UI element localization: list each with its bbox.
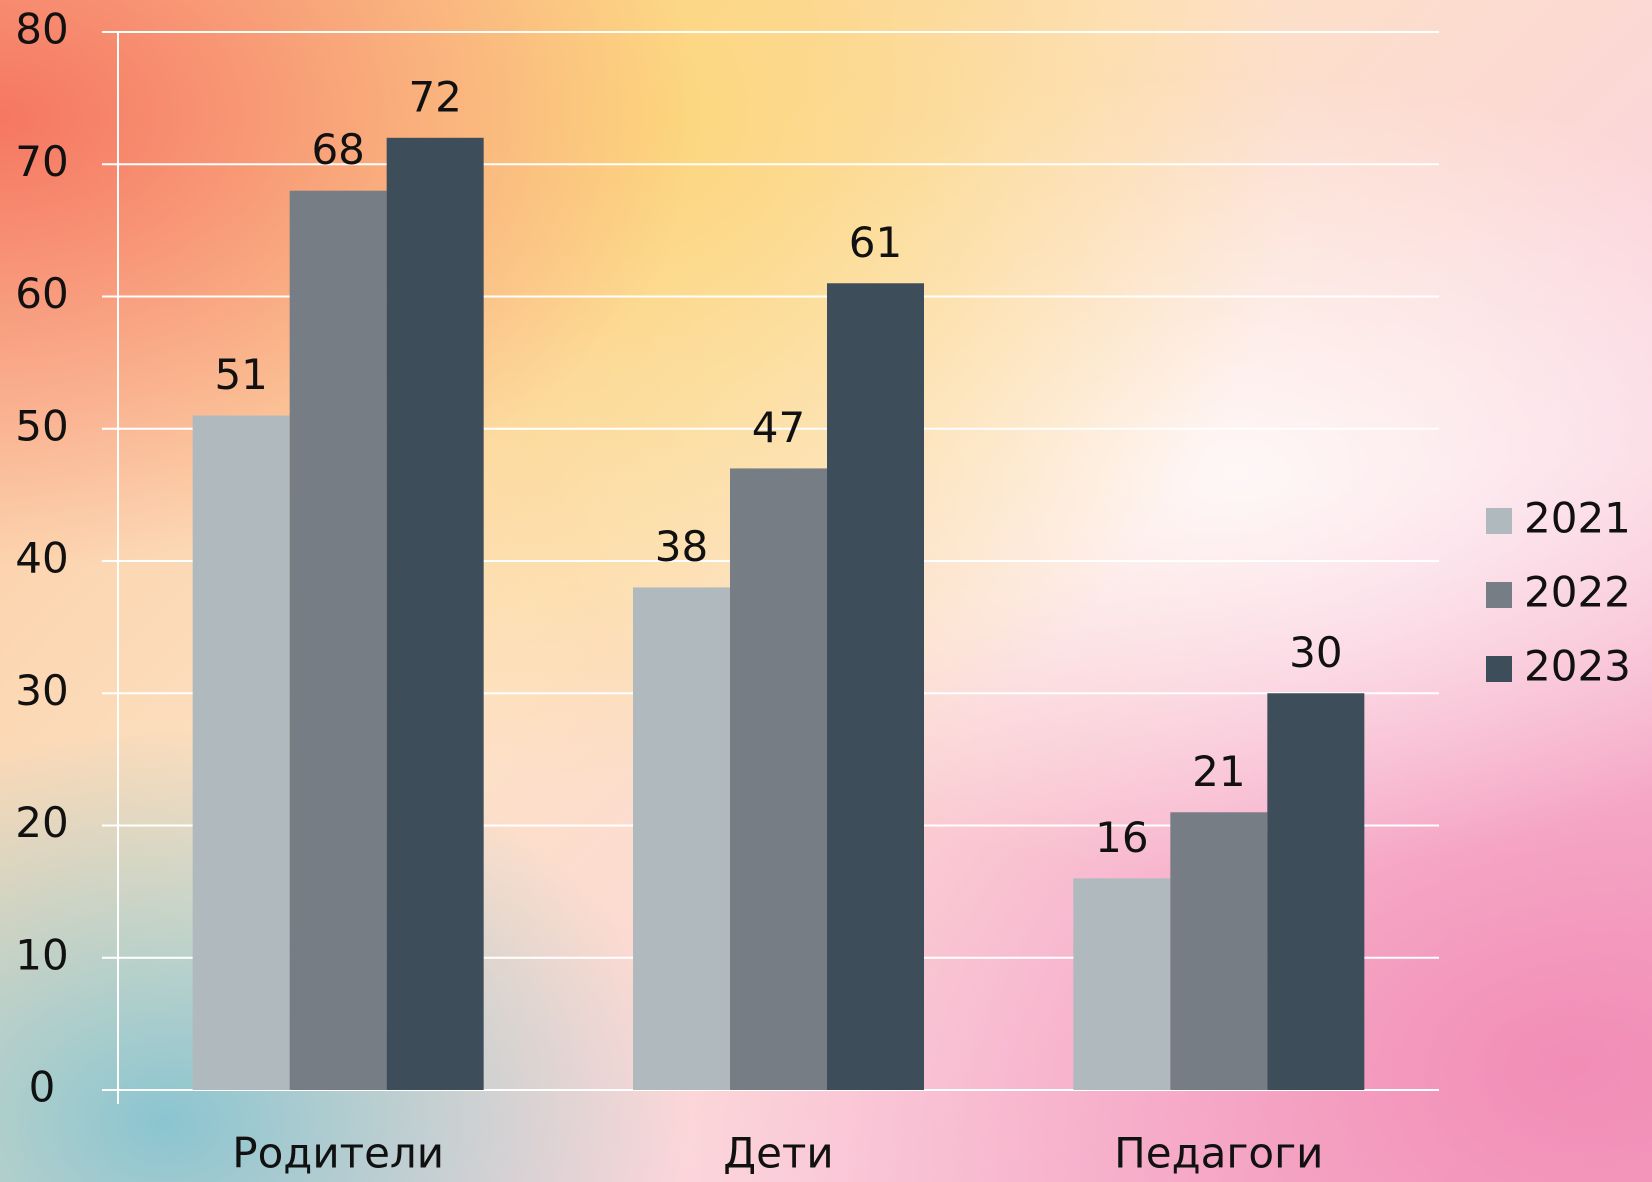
legend-label: 2022 — [1524, 568, 1631, 617]
bar — [1267, 693, 1364, 1090]
data-label: 38 — [655, 522, 708, 571]
data-label: 47 — [752, 403, 805, 452]
x-tick-label: Педагоги — [1114, 1129, 1323, 1178]
y-tick-label: 30 — [15, 666, 68, 715]
bar — [1170, 812, 1267, 1090]
bar — [193, 416, 290, 1090]
bar — [730, 468, 827, 1090]
data-label: 61 — [849, 218, 902, 267]
chart: 0 10 20 30 40 50 60 70 80 Родители 51 68 72 Дети 38 47 6… — [0, 0, 1652, 1182]
y-tick-label: 20 — [15, 798, 68, 847]
data-label: 51 — [214, 350, 267, 399]
legend-swatch — [1486, 582, 1512, 608]
y-tick-label: 80 — [15, 5, 68, 54]
y-tick-label: 40 — [15, 534, 68, 583]
data-label: 16 — [1095, 813, 1148, 862]
data-label: 30 — [1289, 628, 1342, 677]
x-tick-label: Родители — [232, 1129, 444, 1178]
y-tick-label: 70 — [15, 137, 68, 186]
bar — [827, 283, 924, 1090]
bar — [1073, 878, 1170, 1090]
legend-swatch — [1486, 508, 1512, 534]
y-tick-label: 50 — [15, 401, 68, 450]
y-tick-label: 60 — [15, 269, 68, 318]
legend-label: 2021 — [1524, 494, 1631, 543]
legend-label: 2023 — [1524, 642, 1631, 691]
data-label: 72 — [408, 72, 461, 121]
y-tick-label: 0 — [29, 1063, 56, 1112]
x-tick-label: Дети — [723, 1129, 833, 1178]
legend-swatch — [1486, 656, 1512, 682]
bar — [290, 191, 387, 1090]
bar — [387, 138, 484, 1090]
bar — [633, 587, 730, 1090]
data-label: 68 — [311, 125, 364, 174]
data-label: 21 — [1192, 747, 1245, 796]
y-tick-label: 10 — [15, 930, 68, 979]
